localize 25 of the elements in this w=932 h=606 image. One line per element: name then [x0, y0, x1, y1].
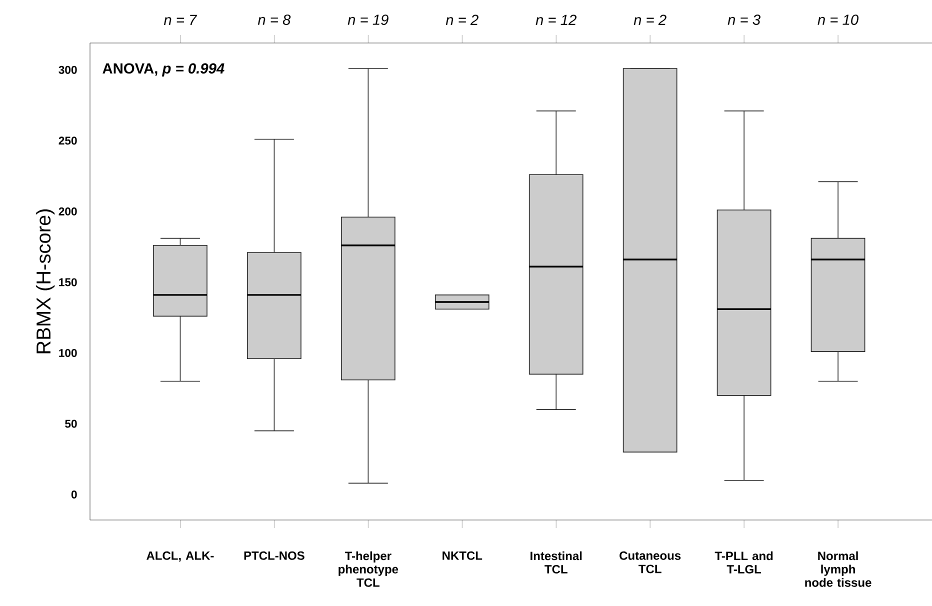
x-tick-label: T-PLL and T-LGL [714, 551, 773, 574]
y-axis-title: RBMX (H-score) [36, 209, 55, 354]
text: n = 2 [446, 14, 478, 25]
x-tick-label: NKTCL [442, 551, 482, 560]
y-tick-label: 150 [59, 278, 77, 286]
text: n = 7 [164, 14, 198, 25]
text: n = 10 [818, 14, 858, 25]
x-tick-label: ALCL, ALK- [146, 551, 214, 562]
text: n = 3 [728, 14, 760, 25]
text: n = 2 [634, 14, 666, 25]
y-tick-label: 50 [65, 420, 77, 428]
y-tick-label: 0 [71, 490, 77, 499]
y-tick-label: 300 [58, 66, 77, 74]
y-tick-label: 100 [59, 348, 77, 357]
x-tick-label: Normal lymph node tissue [805, 551, 872, 587]
x-tick-label: Cutaneous TCL [620, 551, 681, 574]
text: n = 12 [536, 14, 576, 25]
y-tick-label: 250 [58, 136, 77, 145]
annotation: ANOVA, p = 0.994 [102, 63, 224, 77]
x-tick-label: PTCL-NOS [244, 551, 304, 560]
text: n = 8 [258, 14, 291, 25]
y-tick-label: 200 [58, 207, 77, 216]
text: n = 19 [348, 14, 388, 25]
x-tick-label: Intestinal TCL [530, 551, 582, 574]
x-tick-label: T-helper phenotype TCL [338, 551, 398, 587]
